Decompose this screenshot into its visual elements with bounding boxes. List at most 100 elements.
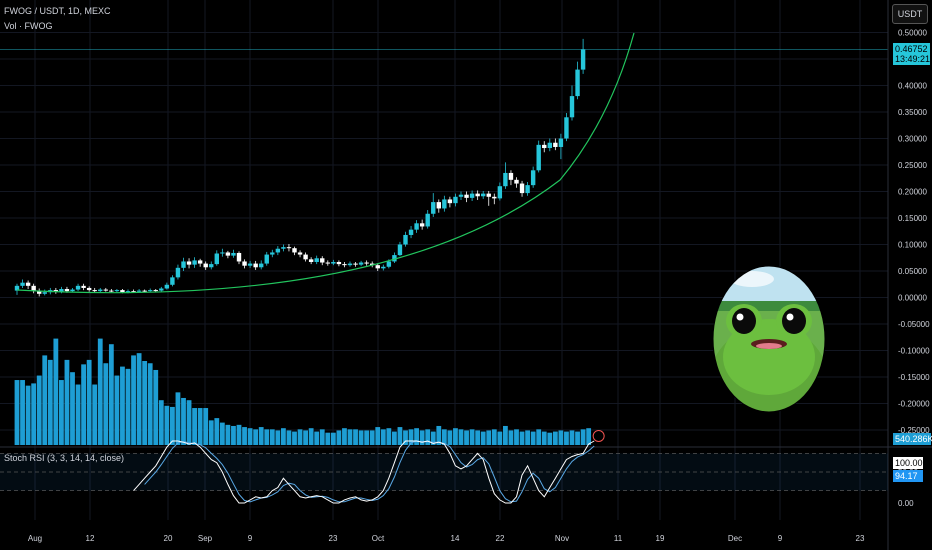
candle-body <box>442 199 447 209</box>
volume-bar <box>114 375 120 445</box>
candle-body <box>159 288 164 291</box>
volume-bar <box>558 430 564 445</box>
volume-bar <box>59 380 64 445</box>
time-tick-label: 23 <box>856 534 865 543</box>
candle-body <box>209 264 214 268</box>
volume-bar <box>181 397 186 445</box>
volume-bar <box>386 428 392 445</box>
candle-body <box>242 261 247 266</box>
volume-bar <box>414 428 419 445</box>
candle-body <box>375 265 380 269</box>
volume-bar <box>120 366 125 445</box>
volume-bar <box>136 353 142 445</box>
price-tick-label: 0.25000 <box>898 161 927 170</box>
volume-bar <box>336 430 342 445</box>
frog-mascot-image <box>712 265 826 413</box>
candle-body <box>414 223 419 230</box>
time-tick-label: 20 <box>164 534 173 543</box>
volume-bar <box>342 428 347 445</box>
candle-body <box>259 263 264 268</box>
candle-body <box>453 196 458 204</box>
volume-bar <box>436 425 442 445</box>
volume-bar <box>564 431 569 445</box>
volume-bar <box>369 430 375 445</box>
volume-bar <box>580 429 586 445</box>
candle-body <box>575 69 580 97</box>
symbol-title: FWOG / USDT, 1D, MEXC <box>4 6 111 16</box>
candle-body <box>364 262 369 264</box>
volume-bar <box>392 431 397 445</box>
candle-body <box>580 49 586 70</box>
price-tick-label: 0.40000 <box>898 82 927 91</box>
candle-body <box>397 244 403 256</box>
candle-body <box>492 196 497 199</box>
volume-bar <box>225 424 231 445</box>
candle-body <box>386 261 392 267</box>
candle-body <box>64 289 70 292</box>
volume-bar <box>247 428 253 445</box>
volume-bar <box>536 429 542 445</box>
time-tick-label: 23 <box>329 534 338 543</box>
stoch-rsi-d-line <box>144 440 595 503</box>
candle-body <box>181 261 186 268</box>
candle-body <box>558 138 564 147</box>
volume-bar <box>458 429 464 445</box>
volume-bar <box>203 408 209 445</box>
candle-body <box>403 234 408 245</box>
volume-bar <box>303 430 308 445</box>
volume-bar <box>275 430 281 445</box>
volume-bar <box>453 428 458 445</box>
stoch-rsi-legend: Stoch RSI (3, 3, 14, 14, close) <box>4 453 125 463</box>
volume-legend: Vol · FWOG <box>4 21 53 31</box>
volume-bar <box>158 400 164 445</box>
candle-body <box>197 260 203 264</box>
time-tick-label: 12 <box>86 534 95 543</box>
price-tick-label: -0.25000 <box>898 426 930 435</box>
candle-body <box>347 263 353 266</box>
price-tick-label: 0.10000 <box>898 241 927 250</box>
time-tick-label: 9 <box>778 534 783 543</box>
volume-bar <box>264 429 270 445</box>
price-tick-label: -0.05000 <box>898 320 930 329</box>
price-tick-label: 0.05000 <box>898 267 927 276</box>
candle-body <box>103 289 108 291</box>
candle-body <box>503 172 508 187</box>
volume-bar <box>219 422 225 445</box>
candle-body <box>419 223 425 227</box>
currency-button[interactable]: USDT <box>892 4 928 24</box>
time-tick-label: Oct <box>372 534 385 543</box>
volume-bar <box>108 344 114 445</box>
volume-bar <box>258 427 264 445</box>
volume-bar <box>491 429 497 445</box>
volume-bar <box>14 380 20 445</box>
rsi-d-badge: 94.17 <box>893 470 923 482</box>
volume-bar <box>530 431 536 445</box>
candle-body <box>98 289 103 292</box>
volume-bar <box>314 431 320 445</box>
volume-bar <box>197 408 203 445</box>
volume-bar <box>541 431 547 445</box>
candle-body <box>370 263 375 266</box>
candle-body <box>331 261 336 264</box>
candle-body <box>164 284 170 289</box>
rsi-tick-label: 0.00 <box>898 499 914 508</box>
volume-bar <box>358 430 364 445</box>
price-tick-label: -0.10000 <box>898 347 930 356</box>
volume-bar <box>419 430 425 445</box>
candle-body <box>148 290 153 292</box>
volume-bar <box>142 361 148 445</box>
candle-body <box>14 285 20 291</box>
volume-bar <box>397 427 403 445</box>
time-tick-label: 9 <box>248 534 253 543</box>
volume-bar <box>380 429 386 445</box>
candle-body <box>458 194 464 197</box>
volume-bar <box>330 432 336 445</box>
volume-bar <box>31 383 37 445</box>
time-tick-label: Nov <box>555 534 569 543</box>
candle-body <box>303 254 308 260</box>
volume-bar <box>25 385 31 445</box>
candle-body <box>37 290 42 294</box>
volume-bar <box>208 420 214 445</box>
volume-bar <box>353 429 358 445</box>
